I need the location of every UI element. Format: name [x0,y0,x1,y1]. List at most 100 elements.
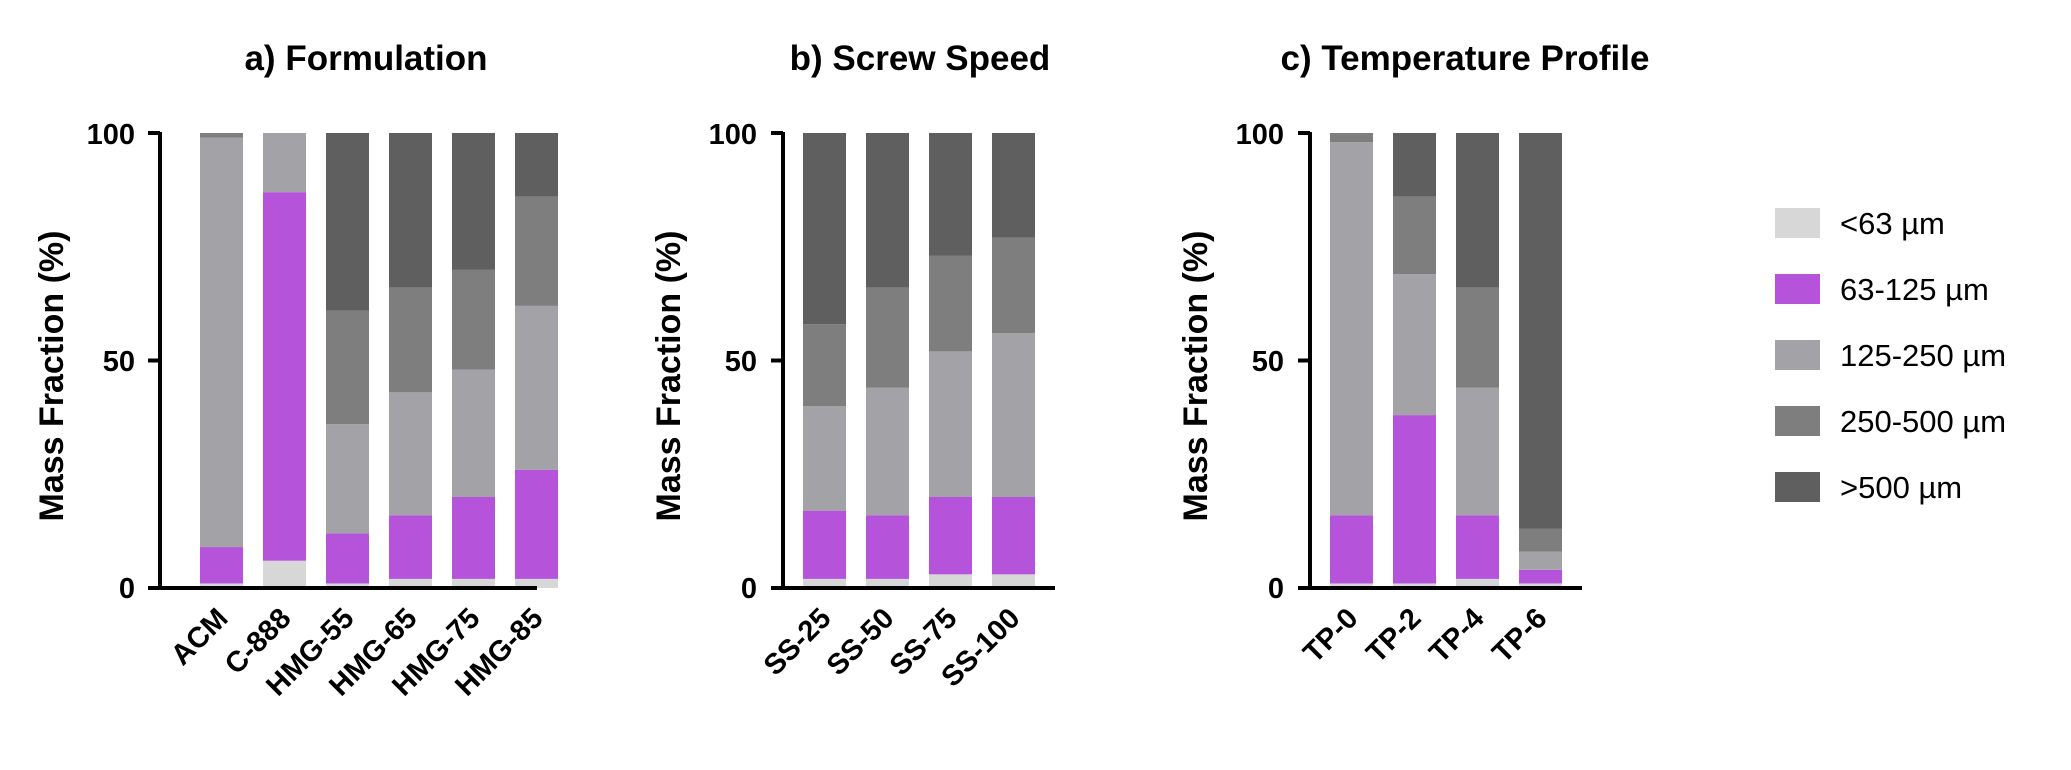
bar-segment-c-888-63-m [263,560,306,588]
y-tick-label: 0 [119,573,135,605]
bar-segment-tp-6-63-125-m [1519,569,1562,584]
bar-segment-hmg-65-500-m [389,133,432,288]
bar-segment-ss-50-250-500-m [866,287,909,388]
bar-segment-tp-6-125-250-m [1519,551,1562,570]
bar-segment-tp-0-63-m [1330,583,1373,588]
bar-segment-hmg-55-63-m [326,583,369,588]
panel-temperature-profile: c) Temperature Profile Mass Fraction (%)… [1177,39,1649,669]
bar-segment-tp-4-63-125-m [1456,515,1499,579]
bar-segment-ss-100-63-m [992,574,1035,588]
x-tick-label: SS-50 [821,602,901,682]
panel-screw-speed: b) Screw Speed Mass Fraction (%) 100 50 … [650,39,1055,693]
bar-segment-tp-4-500-m [1456,133,1499,288]
bar-segment-tp-2-250-500-m [1393,196,1436,275]
bar-segment-tp-2-125-250-m [1393,274,1436,416]
bar-segment-hmg-55-63-125-m [326,533,369,584]
bar-segment-ss-25-125-250-m [803,406,846,511]
bar-segment-tp-0-250-500-m [1330,133,1373,143]
bar-segment-tp-6-500-m [1519,133,1562,529]
bar-segment-tp-0-125-250-m [1330,142,1373,516]
bar-segment-ss-75-125-250-m [929,351,972,497]
bar-segment-acm-250-500-m [200,133,243,138]
bar-segment-c-888-125-250-m [263,133,306,193]
bar-segment-ss-100-125-250-m [992,333,1035,497]
bar-segment-tp-4-250-500-m [1456,287,1499,388]
y-axis-label: Mass Fraction (%) [650,231,688,522]
bar-segment-hmg-65-250-500-m [389,287,432,393]
bar-segment-tp-4-125-250-m [1456,387,1499,516]
y-axis-label: Mass Fraction (%) [1177,231,1215,522]
bar-segment-tp-4-63-m [1456,578,1499,588]
bar-segment-c-888-63-125-m [263,192,306,561]
x-tick-label: TP-0 [1297,602,1364,669]
legend-swatch-500-m [1775,472,1820,502]
legend: <63 µm 63-125 µm 125-250 µm 250-500 µm >500 … [1775,206,2006,505]
bar-segment-hmg-65-125-250-m [389,392,432,516]
bar-segment-tp-2-500-m [1393,133,1436,197]
legend-swatch-63-m [1775,208,1820,238]
x-tick-label: TP-6 [1486,602,1553,669]
bar-segment-hmg-75-63-125-m [452,497,495,579]
y-tick-label: 50 [103,346,135,378]
bar-segment-tp-6-63-m [1519,583,1562,588]
bar-segment-ss-100-63-125-m [992,497,1035,575]
legend-label: 250-500 µm [1840,404,2006,439]
legend-swatch-125-250-m [1775,340,1820,370]
bar-segment-hmg-75-500-m [452,133,495,270]
legend-swatch-63-125-m [1775,274,1820,304]
bar-segment-ss-25-250-500-m [803,324,846,406]
bar-segment-acm-125-250-m [200,137,243,548]
bar-segment-hmg-75-63-m [452,578,495,588]
legend-label: 125-250 µm [1840,338,2006,373]
bar-segment-hmg-85-125-250-m [515,305,558,470]
bar-segment-tp-0-63-125-m [1330,515,1373,584]
x-tick-label: TP-2 [1360,602,1427,669]
bar-segment-hmg-65-63-m [389,578,432,588]
bar-segment-hmg-55-250-500-m [326,310,369,425]
x-tick-label: SS-25 [758,602,838,682]
bar-segment-tp-6-250-500-m [1519,528,1562,552]
y-tick-label: 0 [741,573,757,605]
legend-label: <63 µm [1840,206,1945,241]
y-axis-label: Mass Fraction (%) [33,231,71,522]
y-tick-label: 100 [87,119,135,151]
panel-title: c) Temperature Profile [1281,39,1650,78]
bar-segment-hmg-85-500-m [515,133,558,197]
bar-segment-hmg-75-250-500-m [452,269,495,370]
bar-segment-tp-2-63-125-m [1393,415,1436,584]
bar-segment-hmg-85-63-125-m [515,469,558,579]
bar-segment-ss-50-500-m [866,133,909,288]
bar-segment-ss-75-63-m [929,574,972,588]
bar-segment-hmg-55-125-250-m [326,424,369,534]
bar-segment-ss-75-500-m [929,133,972,256]
y-tick-label: 100 [1236,119,1284,151]
y-tick-label: 50 [1252,346,1284,378]
bar-segment-ss-50-125-250-m [866,387,909,516]
legend-label: >500 µm [1840,470,1962,505]
bar-segment-ss-100-500-m [992,133,1035,238]
y-tick-label: 0 [1268,573,1284,605]
bar-segment-tp-2-63-m [1393,583,1436,588]
bar-segment-hmg-85-250-500-m [515,196,558,306]
panel-title: a) Formulation [244,39,487,78]
legend-swatch-250-500-m [1775,406,1820,436]
bar-segment-acm-63-m [200,583,243,588]
bar-segment-hmg-85-63-m [515,578,558,588]
bar-segment-ss-25-63-125-m [803,510,846,579]
y-tick-label: 50 [725,346,757,378]
panel-title: b) Screw Speed [790,39,1051,78]
bar-segment-ss-25-500-m [803,133,846,325]
legend-label: 63-125 µm [1840,272,1989,307]
bar-segment-hmg-55-500-m [326,133,369,311]
bar-segment-ss-25-63-m [803,578,846,588]
bar-segment-ss-75-63-125-m [929,497,972,575]
bar-segment-ss-50-63-m [866,578,909,588]
bar-segment-acm-63-125-m [200,547,243,584]
bar-segment-ss-75-250-500-m [929,255,972,352]
bar-segment-hmg-65-63-125-m [389,515,432,579]
x-tick-label: TP-4 [1423,602,1490,669]
panel-formulation: a) Formulation Mass Fraction (%) 100 50 … [33,39,558,702]
y-tick-label: 100 [709,119,757,151]
bar-segment-ss-100-250-500-m [992,237,1035,334]
